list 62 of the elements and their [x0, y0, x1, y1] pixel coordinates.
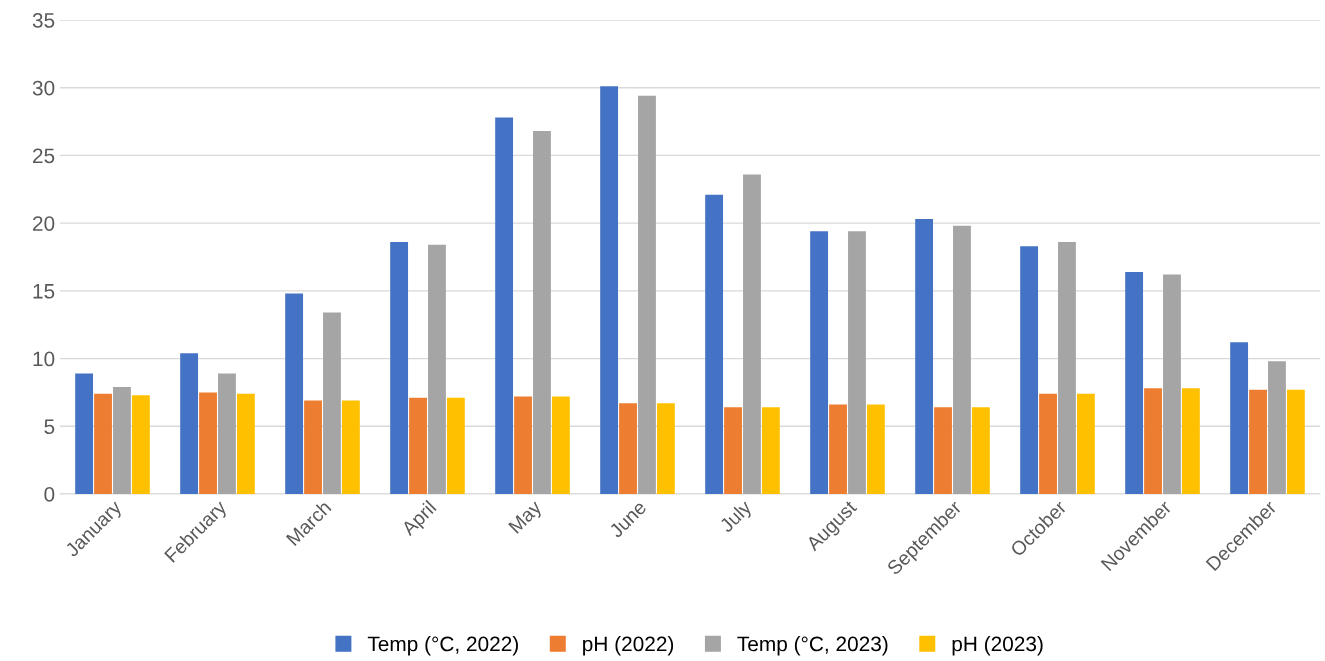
- bar: [866, 404, 885, 494]
- y-tick-label: 10: [33, 351, 55, 367]
- bar: [428, 244, 446, 494]
- bar: [915, 219, 934, 494]
- bar: [1286, 389, 1305, 494]
- bar: [1144, 388, 1162, 494]
- bar: [761, 407, 780, 494]
- legend-label: pH (2023): [952, 635, 1043, 656]
- bar: [180, 353, 199, 494]
- bar: [724, 407, 742, 494]
- x-tick-label: July: [718, 498, 756, 536]
- y-tick-label: 25: [33, 148, 55, 164]
- bar: [236, 393, 255, 494]
- legend-label: Temp (°C, 2022): [367, 635, 518, 656]
- y-tick-label: 15: [33, 284, 55, 299]
- bar: [514, 396, 532, 494]
- bar: [113, 387, 131, 494]
- bar: [638, 95, 656, 494]
- x-tick-label: May: [508, 499, 546, 537]
- bar: [1039, 393, 1057, 494]
- bar: [1020, 246, 1039, 494]
- bar: [619, 403, 637, 494]
- y-tick-label: 0: [44, 487, 55, 502]
- bar: [304, 400, 322, 494]
- bar: [1181, 388, 1200, 494]
- bar: [1163, 274, 1181, 494]
- bar: [810, 231, 829, 494]
- bar: [131, 395, 150, 494]
- bar: [495, 117, 514, 494]
- bar: [533, 131, 551, 494]
- bar: [705, 194, 724, 494]
- y-tick-label: 5: [44, 419, 55, 435]
- bar: [848, 231, 866, 494]
- legend-label: pH (2022): [583, 635, 674, 656]
- y-tick-label: 20: [33, 216, 55, 231]
- bar: [1249, 389, 1267, 494]
- bar: [75, 373, 94, 494]
- bar: [446, 397, 465, 494]
- y-tick-label: 35: [32, 13, 55, 28]
- bar: [285, 293, 304, 494]
- y-tick-label: 30: [32, 80, 55, 96]
- bar: [1125, 271, 1144, 494]
- bar: [829, 404, 847, 494]
- bar: [743, 174, 761, 494]
- bar: [1058, 242, 1076, 494]
- bar: [971, 407, 990, 494]
- bar: [1076, 393, 1095, 494]
- bar: [409, 397, 427, 494]
- legend-label: Temp (°C, 2023): [737, 635, 888, 656]
- bar: [390, 242, 409, 494]
- bar: [551, 396, 570, 494]
- bar: [218, 373, 236, 494]
- bar: [1268, 361, 1286, 494]
- bar: [1230, 342, 1249, 494]
- bar: [323, 312, 341, 494]
- bar: [94, 393, 112, 494]
- bar: [656, 403, 675, 494]
- bar: [341, 400, 360, 494]
- bar: [934, 407, 952, 494]
- bar: [199, 392, 217, 494]
- bar: [600, 86, 619, 494]
- bar: [953, 225, 971, 494]
